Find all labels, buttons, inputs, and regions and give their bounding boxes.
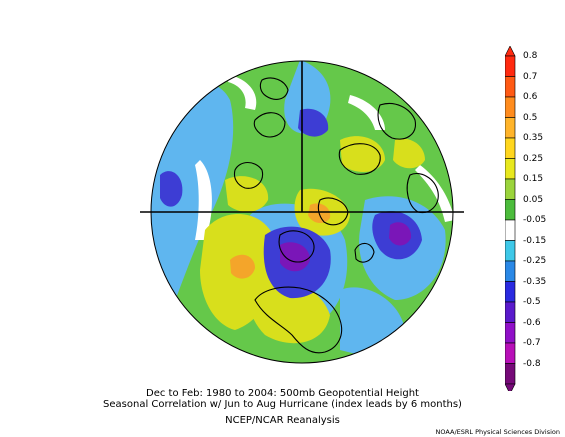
colorbar-swatch <box>505 342 516 364</box>
coastlines <box>233 77 439 354</box>
colorbar-tick-label: 0.7 <box>523 71 538 82</box>
colorbar-top-arrow <box>505 46 516 57</box>
colorbar-tick-label: -0.5 <box>523 297 541 307</box>
colorbar-swatch <box>505 55 516 77</box>
colorbar-tick-label: 0.5 <box>523 112 538 123</box>
colorbar-bottom-arrow <box>505 383 516 391</box>
credit-label: NOAA/ESRL Physical Sciences Division <box>435 428 560 436</box>
colorbar-swatch <box>505 322 516 344</box>
colorbar-tick-label: 0.15 <box>523 174 544 184</box>
colorbar-tick-label: -0.15 <box>523 235 547 246</box>
caption-line-3: NCEP/NCAR Reanalysis <box>225 415 340 426</box>
globe-outline <box>150 60 454 364</box>
colorbar-swatch <box>505 96 516 118</box>
colorbar-tick-label: 0.8 <box>523 51 538 61</box>
caption-line-2: Seasonal Correlation w/ Jun to Aug Hurri… <box>103 399 462 410</box>
colorbar-tick-label: -0.7 <box>523 338 541 348</box>
colorbar-tick-label: 0.25 <box>523 153 544 164</box>
colorbar-tick-label: -0.8 <box>523 358 541 369</box>
colorbar-swatch <box>505 178 516 200</box>
colorbar-tick-label: -0.35 <box>523 276 547 287</box>
colorbar-swatch <box>505 363 516 385</box>
colorbar-tick-label: -0.25 <box>523 256 547 266</box>
colorbar-tick-label: 0.35 <box>523 133 544 143</box>
colorbar-swatch <box>505 240 516 262</box>
color-scale-legend: 0.8 0.7 0.6 0.5 0.35 0.25 0.15 0.05 -0.05 -0.15 -0… <box>505 46 565 391</box>
colorbar-swatch <box>505 219 516 241</box>
colorbar-tick-label: 0.05 <box>523 194 544 205</box>
colorbar-swatch <box>505 281 516 303</box>
colorbar-tick-label: -0.6 <box>523 317 541 328</box>
colorbar-swatch <box>505 301 516 323</box>
colorbar-swatch <box>505 260 516 282</box>
colorbar-swatch <box>505 158 516 180</box>
colorbar-tick-label: -0.05 <box>523 215 547 225</box>
colorbar-swatch <box>505 199 516 221</box>
colorbar-swatch <box>505 117 516 139</box>
caption-line-1: Dec to Feb: 1980 to 2004: 500mb Geopoten… <box>146 388 419 399</box>
shaded-field <box>151 61 453 363</box>
colorbar-swatches <box>505 46 516 391</box>
colorbar-tick-label: 0.6 <box>523 92 538 102</box>
colorbar-swatch <box>505 137 516 159</box>
colorbar-swatch <box>505 76 516 98</box>
